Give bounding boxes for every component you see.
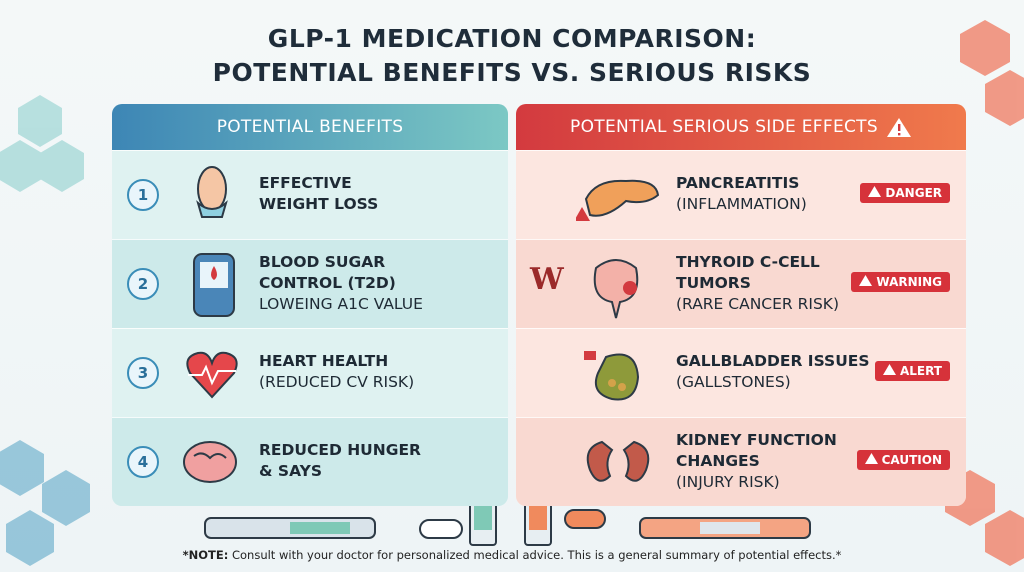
benefit-line: CONTROL (T2D) bbox=[259, 274, 396, 292]
benefit-text: EFFECTIVE WEIGHT LOSS bbox=[259, 173, 378, 215]
note-label: *NOTE: bbox=[182, 548, 229, 562]
risk-line: KIDNEY FUNCTION bbox=[676, 431, 837, 449]
risk-row: W THYROID C-CELL TUMORS (RARE CANCER RISK) W… bbox=[516, 239, 966, 328]
badge-text: DANGER bbox=[885, 186, 942, 200]
badge-text: WARNING bbox=[876, 275, 942, 289]
icon bbox=[196, 166, 228, 218]
benefit-line: WEIGHT LOSS bbox=[259, 195, 379, 213]
risk-text: GALLBLADDER ISSUES (GALLSTONES) bbox=[676, 351, 870, 393]
risk-row: KIDNEY FUNCTION CHANGES (INJURY RISK) CAUTI… bbox=[516, 417, 966, 506]
benefits-panel: POTENTIAL BENEFITS 1 EFFECTIVE WEIGHT LOSS… bbox=[112, 104, 508, 506]
risks-title-text: POTENTIAL SERIOUS SIDE EFFECTS bbox=[570, 117, 878, 137]
badge-icon bbox=[868, 186, 882, 197]
risk-icon bbox=[576, 248, 666, 326]
risks-title: POTENTIAL SERIOUS SIDE EFFECTS bbox=[516, 104, 966, 150]
row-number: 3 bbox=[127, 357, 159, 389]
risk-badge: CAUTION bbox=[856, 450, 950, 470]
benefit-text: REDUCED HUNGER & SAYS bbox=[259, 440, 421, 482]
benefit-line: EFFECTIVE bbox=[259, 174, 352, 192]
benefit-icon bbox=[172, 426, 252, 502]
title-line: GLP-1 MEDICATION COMPARISON: bbox=[267, 24, 757, 53]
row-number: 2 bbox=[127, 268, 159, 300]
risk-badge: ALERT bbox=[874, 361, 950, 381]
title-line: POTENTIAL BENEFITS VS. SERIOUS RISKS bbox=[212, 58, 812, 87]
risk-row: PANCREATITIS (INFLAMMATION) DANGER bbox=[516, 150, 966, 239]
row-number: 4 bbox=[127, 446, 159, 478]
risk-icon bbox=[576, 337, 666, 415]
badge-icon bbox=[882, 364, 896, 375]
badge-text: ALERT bbox=[899, 364, 942, 378]
icon bbox=[593, 259, 639, 319]
benefit-row: 2 BLOOD SUGAR CONTROL (T2D) LOWEING A1C VAL… bbox=[112, 239, 508, 328]
benefit-line: & SAYS bbox=[259, 462, 322, 480]
risk-sub: (GALLSTONES) bbox=[676, 373, 791, 391]
icon bbox=[186, 351, 238, 399]
benefit-text: HEART HEALTH (REDUCED CV RISK) bbox=[259, 351, 414, 393]
badge-icon bbox=[864, 453, 878, 464]
icon bbox=[586, 440, 650, 482]
benefit-line: HEART HEALTH bbox=[259, 352, 389, 370]
risk-letter: W bbox=[530, 262, 564, 297]
benefit-sub: (REDUCED CV RISK) bbox=[259, 373, 415, 391]
benefit-icon bbox=[172, 337, 252, 413]
risk-text: PANCREATITIS (INFLAMMATION) bbox=[676, 173, 807, 215]
benefit-sub: LOWEING A1C VALUE bbox=[259, 295, 423, 313]
note-text: Consult with your doctor for personalize… bbox=[231, 548, 842, 562]
risk-line: PANCREATITIS bbox=[676, 174, 800, 192]
icon bbox=[574, 179, 660, 221]
badge-icon bbox=[859, 275, 873, 286]
risk-line: CHANGES bbox=[676, 452, 760, 470]
benefit-text: BLOOD SUGAR CONTROL (T2D) LOWEING A1C VALU… bbox=[259, 252, 423, 315]
benefit-row: 3 HEART HEALTH (REDUCED CV RISK) bbox=[112, 328, 508, 417]
benefit-line: BLOOD SUGAR bbox=[259, 253, 386, 271]
row-number: 1 bbox=[127, 179, 159, 211]
title: GLP-1 MEDICATION COMPARISON: POTENTIAL B… bbox=[0, 22, 1024, 90]
risk-badge: WARNING bbox=[851, 272, 950, 292]
risk-text: KIDNEY FUNCTION CHANGES (INJURY RISK) bbox=[676, 430, 837, 493]
badge-text: CAUTION bbox=[881, 453, 942, 467]
risk-line: TUMORS bbox=[676, 274, 751, 292]
icon bbox=[193, 253, 235, 317]
risks-panel: POTENTIAL SERIOUS SIDE EFFECTS PANCREATI… bbox=[516, 104, 966, 506]
risk-text: THYROID C-CELL TUMORS (RARE CANCER RISK) bbox=[676, 252, 839, 315]
risk-icon bbox=[574, 159, 666, 237]
risk-sub: (INFLAMMATION) bbox=[676, 195, 807, 213]
benefit-line: REDUCED HUNGER bbox=[259, 441, 421, 459]
risk-icon bbox=[576, 426, 666, 504]
warning-icon bbox=[886, 118, 911, 137]
risk-line: GALLBLADDER ISSUES bbox=[676, 352, 870, 370]
risk-row: GALLBLADDER ISSUES (GALLSTONES) ALERT bbox=[516, 328, 966, 417]
benefits-title: POTENTIAL BENEFITS bbox=[112, 104, 508, 150]
risk-badge: DANGER bbox=[860, 183, 950, 203]
benefit-row: 4 REDUCED HUNGER & SAYS bbox=[112, 417, 508, 506]
benefit-icon bbox=[172, 248, 252, 324]
risk-sub: (RARE CANCER RISK) bbox=[676, 295, 840, 313]
note: *NOTE: Consult with your doctor for pers… bbox=[0, 548, 1024, 562]
icon bbox=[183, 441, 237, 483]
benefit-row: 1 EFFECTIVE WEIGHT LOSS bbox=[112, 150, 508, 239]
risk-sub: (INJURY RISK) bbox=[676, 473, 780, 491]
icon bbox=[584, 351, 640, 401]
risk-line: THYROID C-CELL bbox=[676, 253, 820, 271]
benefit-icon bbox=[172, 159, 252, 235]
